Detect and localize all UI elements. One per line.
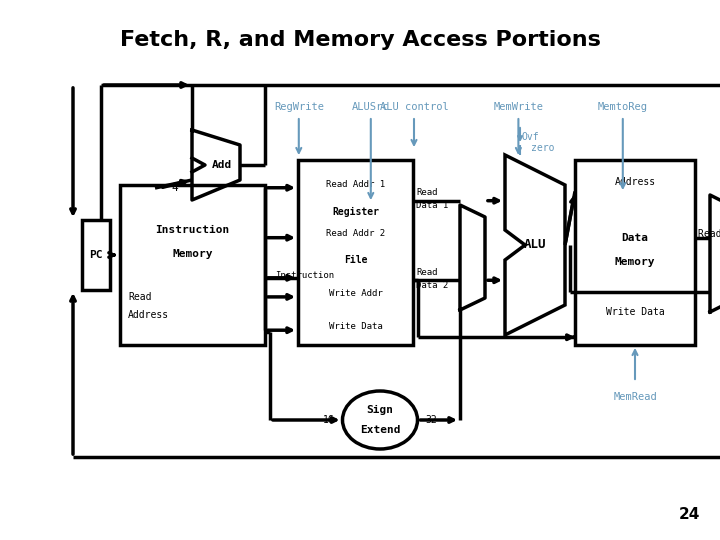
Bar bbox=[82, 220, 110, 290]
Text: ALU: ALU bbox=[523, 239, 546, 252]
Text: MemWrite: MemWrite bbox=[493, 102, 544, 112]
Text: Instruction: Instruction bbox=[275, 271, 334, 280]
Text: Read Addr 2: Read Addr 2 bbox=[326, 230, 385, 239]
Text: PC: PC bbox=[89, 250, 103, 260]
Text: MemRead: MemRead bbox=[613, 392, 657, 402]
Text: Read: Read bbox=[128, 292, 151, 302]
Text: Instruction: Instruction bbox=[156, 225, 230, 235]
Text: File: File bbox=[343, 255, 367, 265]
Text: 24: 24 bbox=[679, 507, 700, 522]
Bar bbox=[120, 185, 265, 345]
Text: Data 2: Data 2 bbox=[416, 281, 449, 290]
Text: RegWrite: RegWrite bbox=[274, 102, 324, 112]
Text: Memory: Memory bbox=[172, 249, 212, 259]
Text: Read: Read bbox=[416, 268, 438, 276]
Text: Address: Address bbox=[128, 309, 169, 320]
Bar bbox=[298, 160, 413, 345]
Text: Register: Register bbox=[332, 207, 379, 217]
Text: Write Addr: Write Addr bbox=[328, 289, 382, 298]
Text: zero: zero bbox=[531, 143, 554, 153]
Text: Add: Add bbox=[212, 160, 232, 170]
Text: Extend: Extend bbox=[360, 425, 400, 435]
Text: Read: Read bbox=[416, 188, 438, 197]
Text: MemtoReg: MemtoReg bbox=[598, 102, 648, 112]
Text: Data: Data bbox=[621, 233, 649, 242]
Text: 32: 32 bbox=[426, 415, 437, 425]
Text: Write Data: Write Data bbox=[328, 322, 382, 331]
Text: Read Data: Read Data bbox=[698, 229, 720, 239]
Text: Address: Address bbox=[614, 177, 656, 187]
Bar bbox=[575, 160, 695, 345]
Text: ALU control: ALU control bbox=[379, 102, 449, 112]
Text: Sign: Sign bbox=[366, 405, 394, 415]
Text: Write Data: Write Data bbox=[606, 307, 665, 316]
Text: Fetch, R, and Memory Access Portions: Fetch, R, and Memory Access Portions bbox=[120, 30, 600, 50]
Text: 16: 16 bbox=[323, 415, 335, 425]
Text: Ovf: Ovf bbox=[521, 132, 539, 142]
Text: Data 1: Data 1 bbox=[416, 201, 449, 210]
Text: 4: 4 bbox=[171, 183, 178, 193]
Text: ALUSrc: ALUSrc bbox=[352, 102, 390, 112]
Text: Memory: Memory bbox=[615, 256, 655, 267]
Text: Read Addr 1: Read Addr 1 bbox=[326, 179, 385, 188]
